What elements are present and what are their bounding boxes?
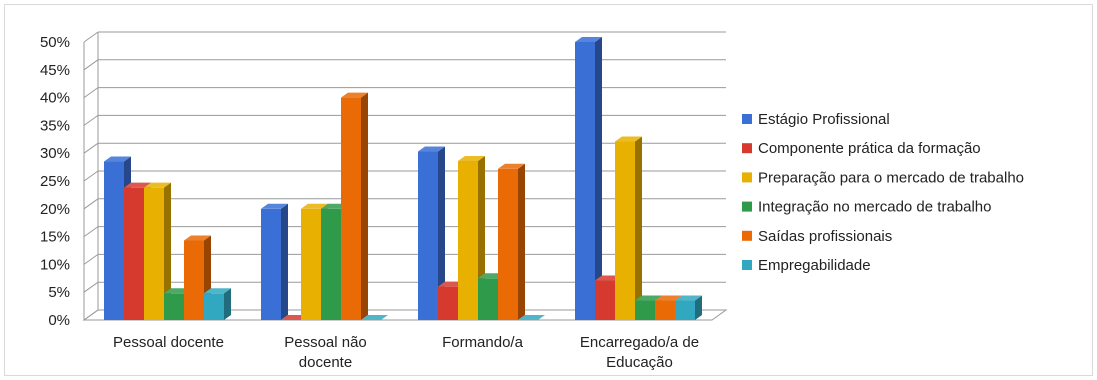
y-tick-label: 20% bbox=[40, 201, 70, 218]
bar-side bbox=[595, 37, 602, 320]
bar-top bbox=[124, 182, 151, 188]
bar bbox=[104, 161, 124, 320]
grid-depth-line bbox=[83, 87, 99, 99]
bar bbox=[184, 240, 204, 320]
bar-top bbox=[301, 203, 328, 209]
bar-top bbox=[675, 295, 702, 301]
legend-label: Estágio Profissional bbox=[758, 111, 890, 128]
legend-swatch bbox=[742, 260, 752, 270]
grid-depth-line bbox=[83, 226, 99, 238]
bar bbox=[655, 300, 675, 320]
bar-side bbox=[224, 288, 231, 320]
bar-top bbox=[361, 315, 388, 320]
bar-top bbox=[615, 136, 642, 142]
bar bbox=[418, 151, 438, 320]
bar-top bbox=[418, 146, 445, 152]
bar bbox=[615, 141, 635, 320]
bar-top bbox=[341, 92, 368, 98]
bar bbox=[438, 286, 458, 320]
bar-top bbox=[575, 37, 602, 42]
grid-depth-line bbox=[83, 142, 99, 154]
grid-depth-line bbox=[83, 114, 99, 126]
legend-label: Componente prática da formação bbox=[758, 140, 981, 157]
bar bbox=[321, 208, 341, 320]
x-category-label: Educação bbox=[606, 354, 673, 371]
bar bbox=[575, 42, 595, 320]
bar-side bbox=[281, 203, 288, 320]
legend-label: Saídas profissionais bbox=[758, 228, 892, 245]
grid-depth-line bbox=[83, 170, 99, 182]
y-tick-label: 15% bbox=[40, 229, 70, 246]
bar bbox=[635, 300, 655, 320]
legend-swatch bbox=[742, 172, 752, 183]
legend-label: Empregabilidade bbox=[758, 257, 871, 274]
bar-side bbox=[361, 92, 368, 320]
grid-depth-line bbox=[83, 198, 99, 210]
y-tick-label: 35% bbox=[40, 117, 70, 134]
y-tick-label: 30% bbox=[40, 145, 70, 162]
bar-side bbox=[695, 295, 702, 320]
legend-label: Integração no mercado de trabalho bbox=[758, 199, 992, 216]
bar bbox=[301, 208, 321, 320]
bar bbox=[675, 300, 695, 320]
y-tick-label: 50% bbox=[40, 34, 70, 51]
bar-top bbox=[498, 163, 525, 169]
x-category-label: Pessoal docente bbox=[113, 334, 224, 351]
bar bbox=[124, 187, 144, 320]
grid-depth-line bbox=[83, 281, 99, 293]
bar-top bbox=[184, 235, 211, 241]
bar-side bbox=[164, 182, 171, 320]
bar bbox=[595, 280, 615, 320]
bar bbox=[261, 208, 281, 320]
y-tick-label: 0% bbox=[48, 312, 70, 329]
bar bbox=[204, 293, 224, 320]
legend-swatch bbox=[742, 114, 752, 124]
y-tick-label: 40% bbox=[40, 90, 70, 107]
bar bbox=[144, 187, 164, 320]
bar-top bbox=[204, 288, 231, 294]
x-category-label: Pessoal não bbox=[284, 334, 367, 351]
y-tick-label: 5% bbox=[48, 284, 70, 301]
grid-depth-line bbox=[83, 253, 99, 265]
legend-swatch bbox=[742, 230, 752, 241]
bar-top bbox=[144, 182, 171, 188]
bar-top bbox=[261, 203, 288, 209]
bar bbox=[478, 278, 498, 320]
bar-side bbox=[518, 163, 525, 320]
y-tick-label: 45% bbox=[40, 62, 70, 79]
x-category-label: Formando/a bbox=[442, 334, 524, 351]
bar-top bbox=[518, 315, 545, 320]
bar bbox=[341, 97, 361, 320]
grid-depth-line bbox=[83, 31, 99, 43]
bar-side bbox=[438, 146, 445, 320]
legend-label: Preparação para o mercado de trabalho bbox=[758, 169, 1024, 186]
bar-top bbox=[635, 295, 662, 301]
bar-top bbox=[458, 155, 485, 161]
x-category-label: docente bbox=[299, 354, 352, 371]
x-category-label: Encarregado/a de bbox=[580, 334, 699, 351]
bar bbox=[164, 293, 184, 320]
y-tick-label: 25% bbox=[40, 173, 70, 190]
grid-depth-line bbox=[83, 59, 99, 71]
bar-top bbox=[104, 156, 131, 162]
bar bbox=[458, 160, 478, 320]
bar-side bbox=[635, 136, 642, 320]
bar bbox=[498, 168, 518, 320]
y-tick-label: 10% bbox=[40, 256, 70, 273]
legend-swatch bbox=[742, 143, 752, 154]
bar-top bbox=[655, 295, 682, 301]
legend-swatch bbox=[742, 201, 752, 212]
